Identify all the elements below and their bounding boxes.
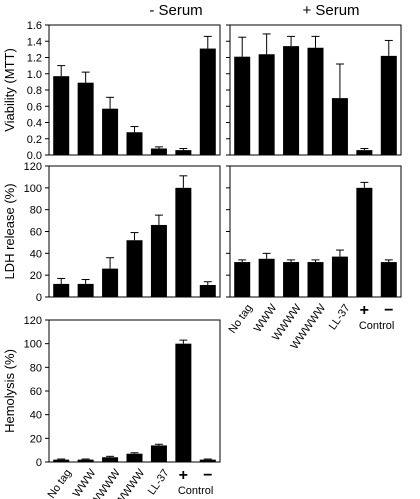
control-group-label: Control [178,485,213,497]
y-tick-label: 0.2 [27,134,42,146]
y-tick-label: 80 [30,205,42,217]
plot-frame [48,319,221,463]
bar [175,150,192,155]
y-tick-label: 100 [24,183,42,195]
y-tick-label: 0 [36,457,42,469]
bar [283,46,300,155]
bar [102,108,119,155]
y-tick-label: 1.0 [27,69,42,81]
bar [53,459,70,462]
bar [199,48,216,155]
chart-viability-minus-serum: 0.0 0.2 0.4 0.6 0.8 1.0 1.2 1.4 1.6 Viability (MT… [2,20,221,162]
bar [77,283,94,297]
y-tick-label: 40 [30,410,42,422]
x-tick-label: − [203,467,212,484]
bar [150,445,167,462]
bar [258,54,275,155]
y-tick-label: 20 [30,270,42,282]
x-tick-label: No tag [227,302,255,335]
y-tick-label: 1.2 [27,53,42,65]
bar [150,224,167,297]
bar [175,343,192,462]
y-tick-label: 0.6 [27,101,42,113]
bar [234,56,251,155]
y-tick-label: 0.8 [27,85,42,97]
bar [356,187,373,297]
x-tick-label: LL-37 [327,302,353,332]
bar [199,459,216,462]
bar [102,268,119,297]
x-tick-label: + [179,467,188,484]
y-tick-label: 0.0 [27,150,42,162]
bar [199,284,216,297]
x-tick-label: + [360,302,369,319]
bar [77,459,94,462]
y-tick-label: 80 [30,362,42,374]
bar [53,283,70,297]
bar [331,98,348,155]
header-plus-serum: + Serum [302,2,359,19]
bar [126,132,143,155]
control-group-label: Control [359,320,394,332]
y-tick-label: 1.6 [27,20,42,32]
bar [331,256,348,297]
y-tick-label: 0.4 [27,118,42,130]
x-tick-label: − [384,302,393,319]
y-tick-label: 120 [24,161,42,173]
chart-ldh-minus-serum: 0 20 40 60 80 100 120 LDH release (%) [2,161,221,304]
y-tick-label: 1.4 [27,36,42,48]
y-tick-label: 60 [30,227,42,239]
bar [126,453,143,462]
bar [258,258,275,297]
bar [380,55,397,155]
bar [234,262,251,297]
chart-viability-plus-serum [226,24,402,156]
bar [307,262,324,297]
y-tick-label: 20 [30,433,42,445]
y-tick-label: 100 [24,339,42,351]
y-tick-label: 120 [24,315,42,327]
bar [102,457,119,462]
bar [283,262,300,297]
x-tick-label: No tag [46,467,74,499]
bar [150,148,167,155]
y-axis-label: Hemolysis (%) [2,349,17,433]
y-tick-label: 0 [36,292,42,304]
bar [175,187,192,297]
bar [126,240,143,297]
header-minus-serum: - Serum [149,2,202,19]
y-axis-label: Viability (MTT) [2,48,17,132]
bar [356,150,373,155]
bar [307,47,324,155]
bar [53,76,70,155]
y-tick-label: 40 [30,248,42,260]
y-tick-label: 60 [30,386,42,398]
bar [380,262,397,297]
x-tick-label: LL-37 [146,467,172,497]
bar [77,82,94,155]
y-axis-label: LDH release (%) [2,183,17,279]
